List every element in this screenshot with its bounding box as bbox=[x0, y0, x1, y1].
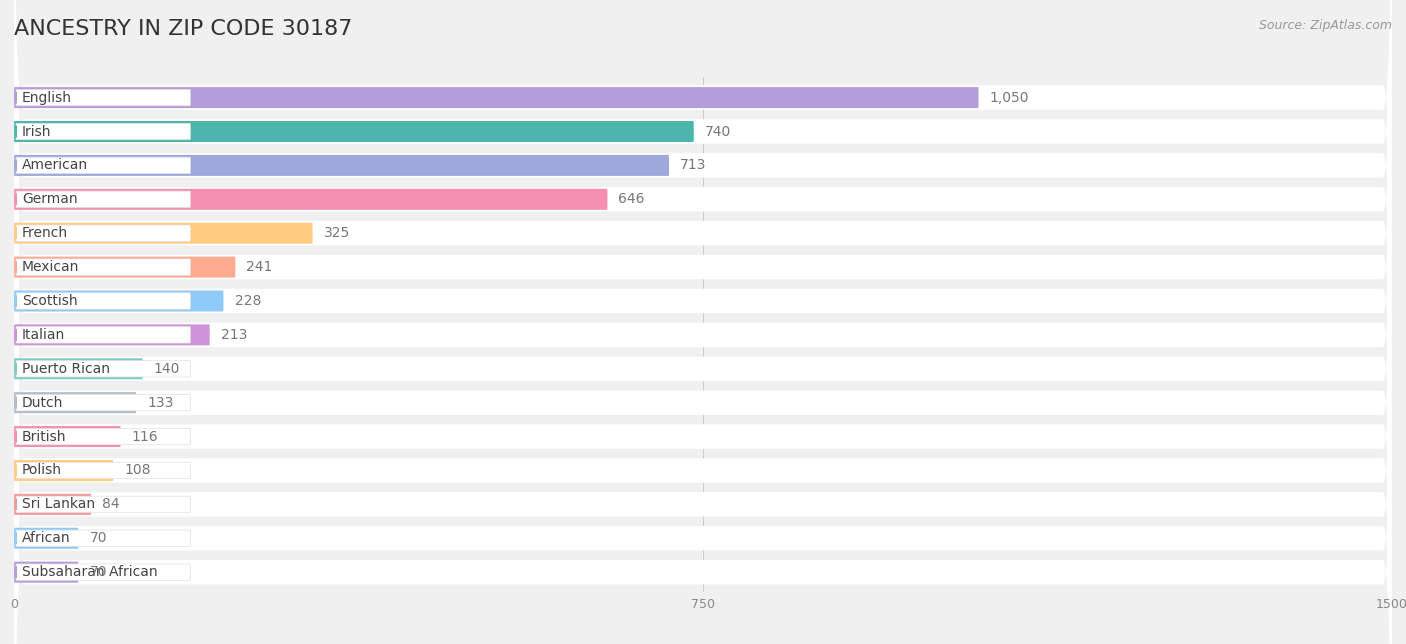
FancyBboxPatch shape bbox=[14, 0, 1392, 560]
Text: 1,050: 1,050 bbox=[990, 91, 1029, 104]
Text: 116: 116 bbox=[132, 430, 159, 444]
Text: African: African bbox=[22, 531, 70, 545]
FancyBboxPatch shape bbox=[14, 392, 136, 413]
Text: Scottish: Scottish bbox=[22, 294, 77, 308]
Text: 70: 70 bbox=[90, 531, 107, 545]
FancyBboxPatch shape bbox=[14, 211, 1392, 644]
FancyBboxPatch shape bbox=[15, 327, 190, 343]
Text: Dutch: Dutch bbox=[22, 395, 63, 410]
Text: Puerto Rican: Puerto Rican bbox=[22, 362, 110, 376]
FancyBboxPatch shape bbox=[14, 0, 1392, 594]
Text: Subsaharan African: Subsaharan African bbox=[22, 565, 157, 579]
Text: 713: 713 bbox=[681, 158, 706, 173]
FancyBboxPatch shape bbox=[15, 123, 190, 140]
FancyBboxPatch shape bbox=[14, 0, 1392, 424]
FancyBboxPatch shape bbox=[14, 426, 121, 447]
FancyBboxPatch shape bbox=[14, 155, 669, 176]
FancyBboxPatch shape bbox=[14, 0, 1392, 459]
Text: American: American bbox=[22, 158, 89, 173]
FancyBboxPatch shape bbox=[14, 325, 209, 345]
Text: 740: 740 bbox=[704, 124, 731, 138]
FancyBboxPatch shape bbox=[14, 144, 1392, 644]
FancyBboxPatch shape bbox=[14, 245, 1392, 644]
FancyBboxPatch shape bbox=[15, 428, 190, 445]
FancyBboxPatch shape bbox=[15, 191, 190, 207]
FancyBboxPatch shape bbox=[15, 157, 190, 174]
FancyBboxPatch shape bbox=[14, 562, 79, 583]
FancyBboxPatch shape bbox=[14, 76, 1392, 644]
FancyBboxPatch shape bbox=[15, 259, 190, 275]
Text: French: French bbox=[22, 226, 67, 240]
FancyBboxPatch shape bbox=[14, 223, 312, 243]
FancyBboxPatch shape bbox=[14, 0, 1392, 526]
FancyBboxPatch shape bbox=[14, 527, 79, 549]
Text: Sri Lankan: Sri Lankan bbox=[22, 497, 96, 511]
FancyBboxPatch shape bbox=[15, 462, 190, 478]
Text: 646: 646 bbox=[619, 193, 645, 206]
FancyBboxPatch shape bbox=[14, 0, 1392, 492]
FancyBboxPatch shape bbox=[14, 178, 1392, 644]
FancyBboxPatch shape bbox=[14, 8, 1392, 644]
FancyBboxPatch shape bbox=[15, 361, 190, 377]
FancyBboxPatch shape bbox=[14, 256, 235, 278]
Text: German: German bbox=[22, 193, 77, 206]
Text: Irish: Irish bbox=[22, 124, 52, 138]
Text: Polish: Polish bbox=[22, 464, 62, 477]
Text: 241: 241 bbox=[246, 260, 273, 274]
FancyBboxPatch shape bbox=[14, 358, 142, 379]
Text: 140: 140 bbox=[153, 362, 180, 376]
FancyBboxPatch shape bbox=[14, 42, 1392, 644]
FancyBboxPatch shape bbox=[15, 395, 190, 411]
Text: British: British bbox=[22, 430, 66, 444]
FancyBboxPatch shape bbox=[14, 121, 693, 142]
FancyBboxPatch shape bbox=[15, 90, 190, 106]
Text: 108: 108 bbox=[124, 464, 150, 477]
FancyBboxPatch shape bbox=[15, 293, 190, 309]
FancyBboxPatch shape bbox=[14, 87, 979, 108]
Text: Source: ZipAtlas.com: Source: ZipAtlas.com bbox=[1258, 19, 1392, 32]
FancyBboxPatch shape bbox=[14, 460, 114, 481]
Text: 133: 133 bbox=[148, 395, 173, 410]
Text: ANCESTRY IN ZIP CODE 30187: ANCESTRY IN ZIP CODE 30187 bbox=[14, 19, 353, 39]
FancyBboxPatch shape bbox=[15, 564, 190, 580]
FancyBboxPatch shape bbox=[15, 530, 190, 547]
FancyBboxPatch shape bbox=[14, 0, 1392, 628]
Text: 70: 70 bbox=[90, 565, 107, 579]
FancyBboxPatch shape bbox=[14, 494, 91, 515]
Text: 228: 228 bbox=[235, 294, 262, 308]
FancyBboxPatch shape bbox=[14, 110, 1392, 644]
Text: 84: 84 bbox=[103, 497, 120, 511]
Text: 325: 325 bbox=[323, 226, 350, 240]
Text: Italian: Italian bbox=[22, 328, 65, 342]
Text: Mexican: Mexican bbox=[22, 260, 79, 274]
Text: 213: 213 bbox=[221, 328, 247, 342]
Text: English: English bbox=[22, 91, 72, 104]
FancyBboxPatch shape bbox=[15, 225, 190, 242]
FancyBboxPatch shape bbox=[15, 496, 190, 513]
FancyBboxPatch shape bbox=[14, 189, 607, 210]
FancyBboxPatch shape bbox=[14, 290, 224, 312]
